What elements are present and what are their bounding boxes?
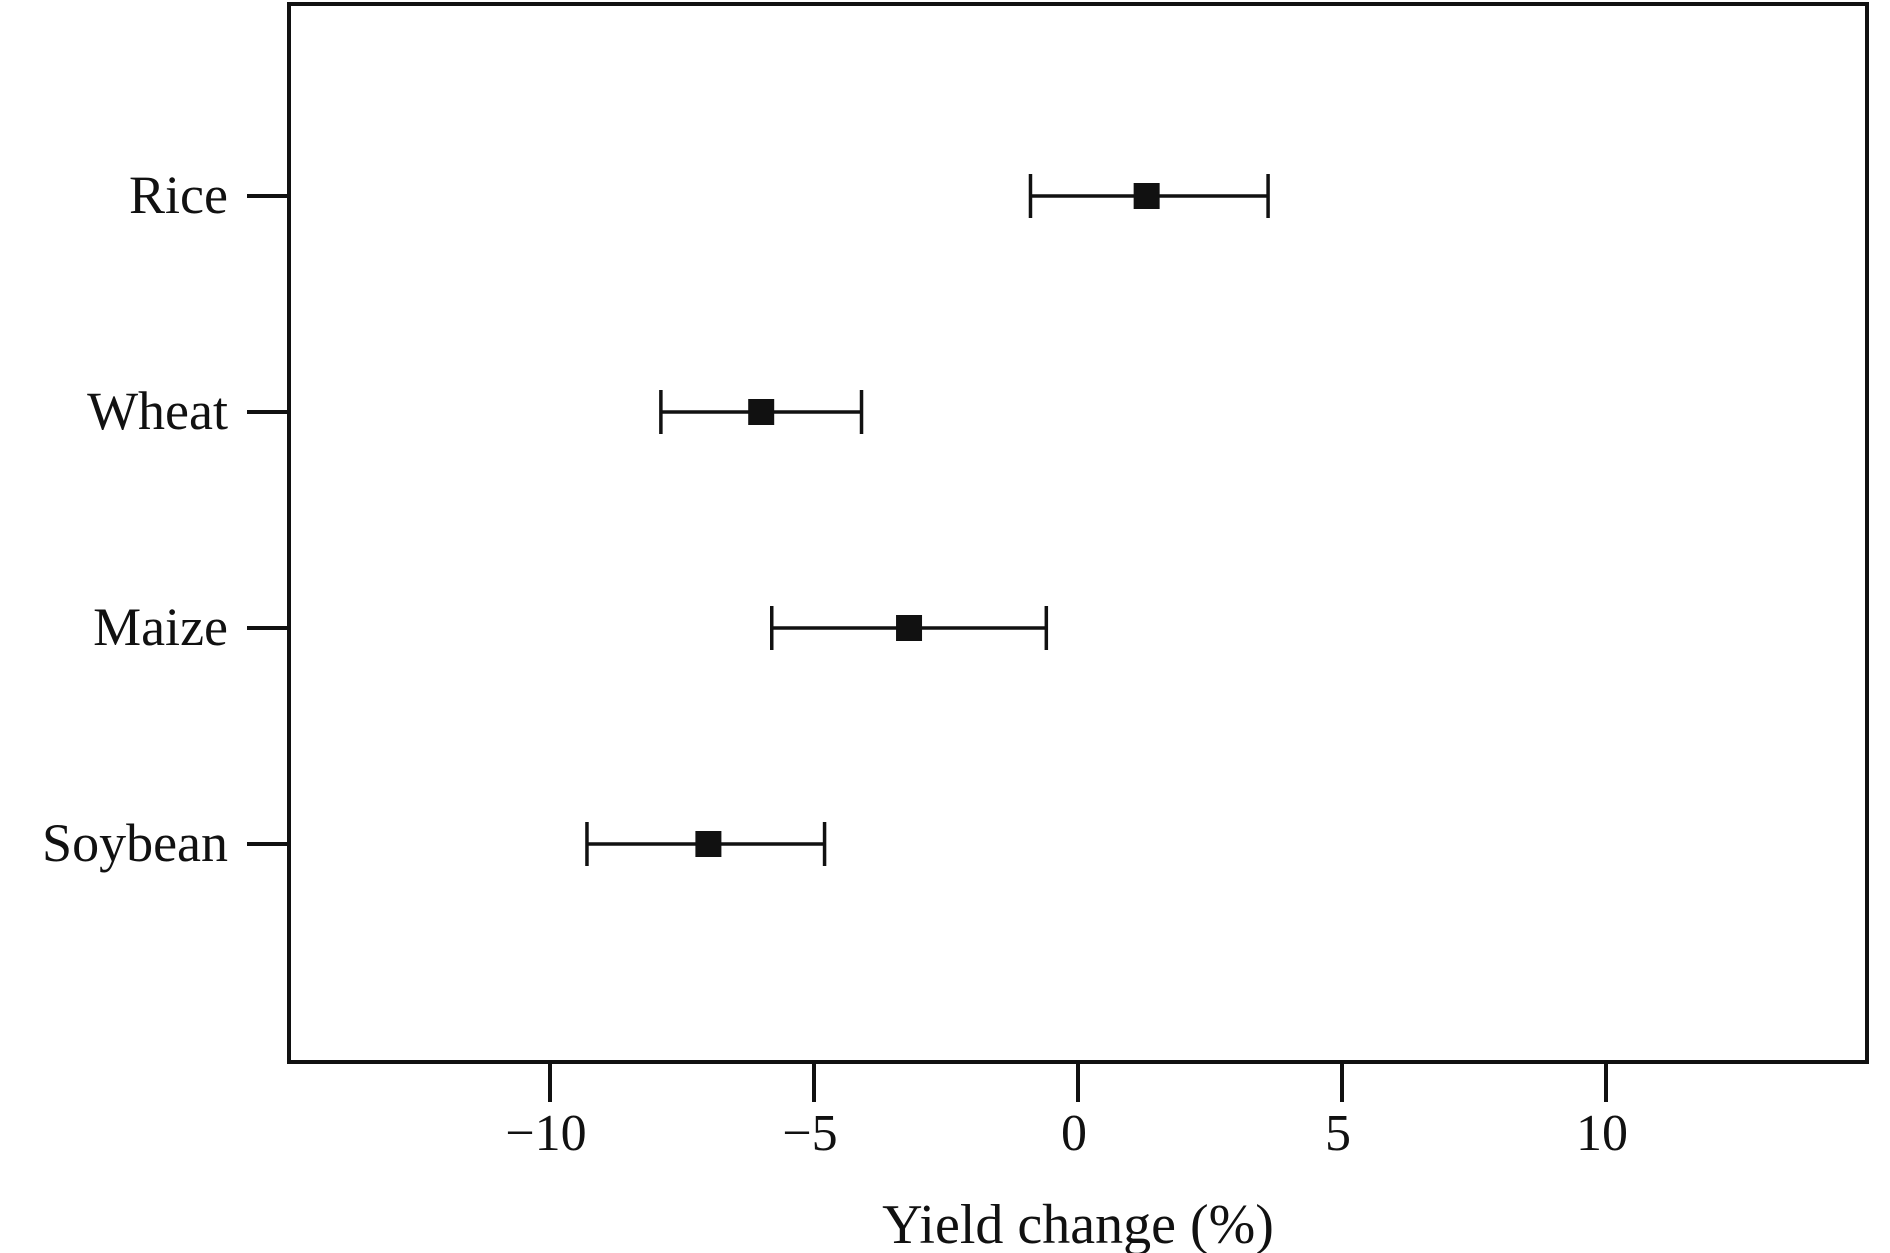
category-label: Rice	[129, 165, 228, 225]
point-estimate-marker	[695, 831, 722, 857]
category-label: Wheat	[87, 381, 228, 441]
point-estimate-marker	[748, 399, 775, 425]
x-tick-label: −10	[505, 1105, 586, 1162]
x-axis: −10 −5 0 5 10	[505, 1062, 1628, 1162]
x-tick-label: 0	[1061, 1105, 1087, 1162]
plot-frame	[287, 2, 1869, 1064]
y-axis: Rice Wheat Maize Soybean	[42, 165, 289, 873]
category-label: Maize	[93, 597, 228, 657]
estimate-series	[585, 174, 1270, 866]
x-tick-label: 10	[1576, 1105, 1628, 1162]
x-tick-label: −5	[782, 1105, 837, 1162]
point-estimate-marker	[1133, 183, 1160, 209]
x-tick-label: 5	[1325, 1105, 1351, 1162]
point-estimate-marker	[896, 615, 923, 641]
x-axis-title: Yield change (%)	[882, 1194, 1274, 1253]
category-label: Soybean	[42, 813, 228, 873]
